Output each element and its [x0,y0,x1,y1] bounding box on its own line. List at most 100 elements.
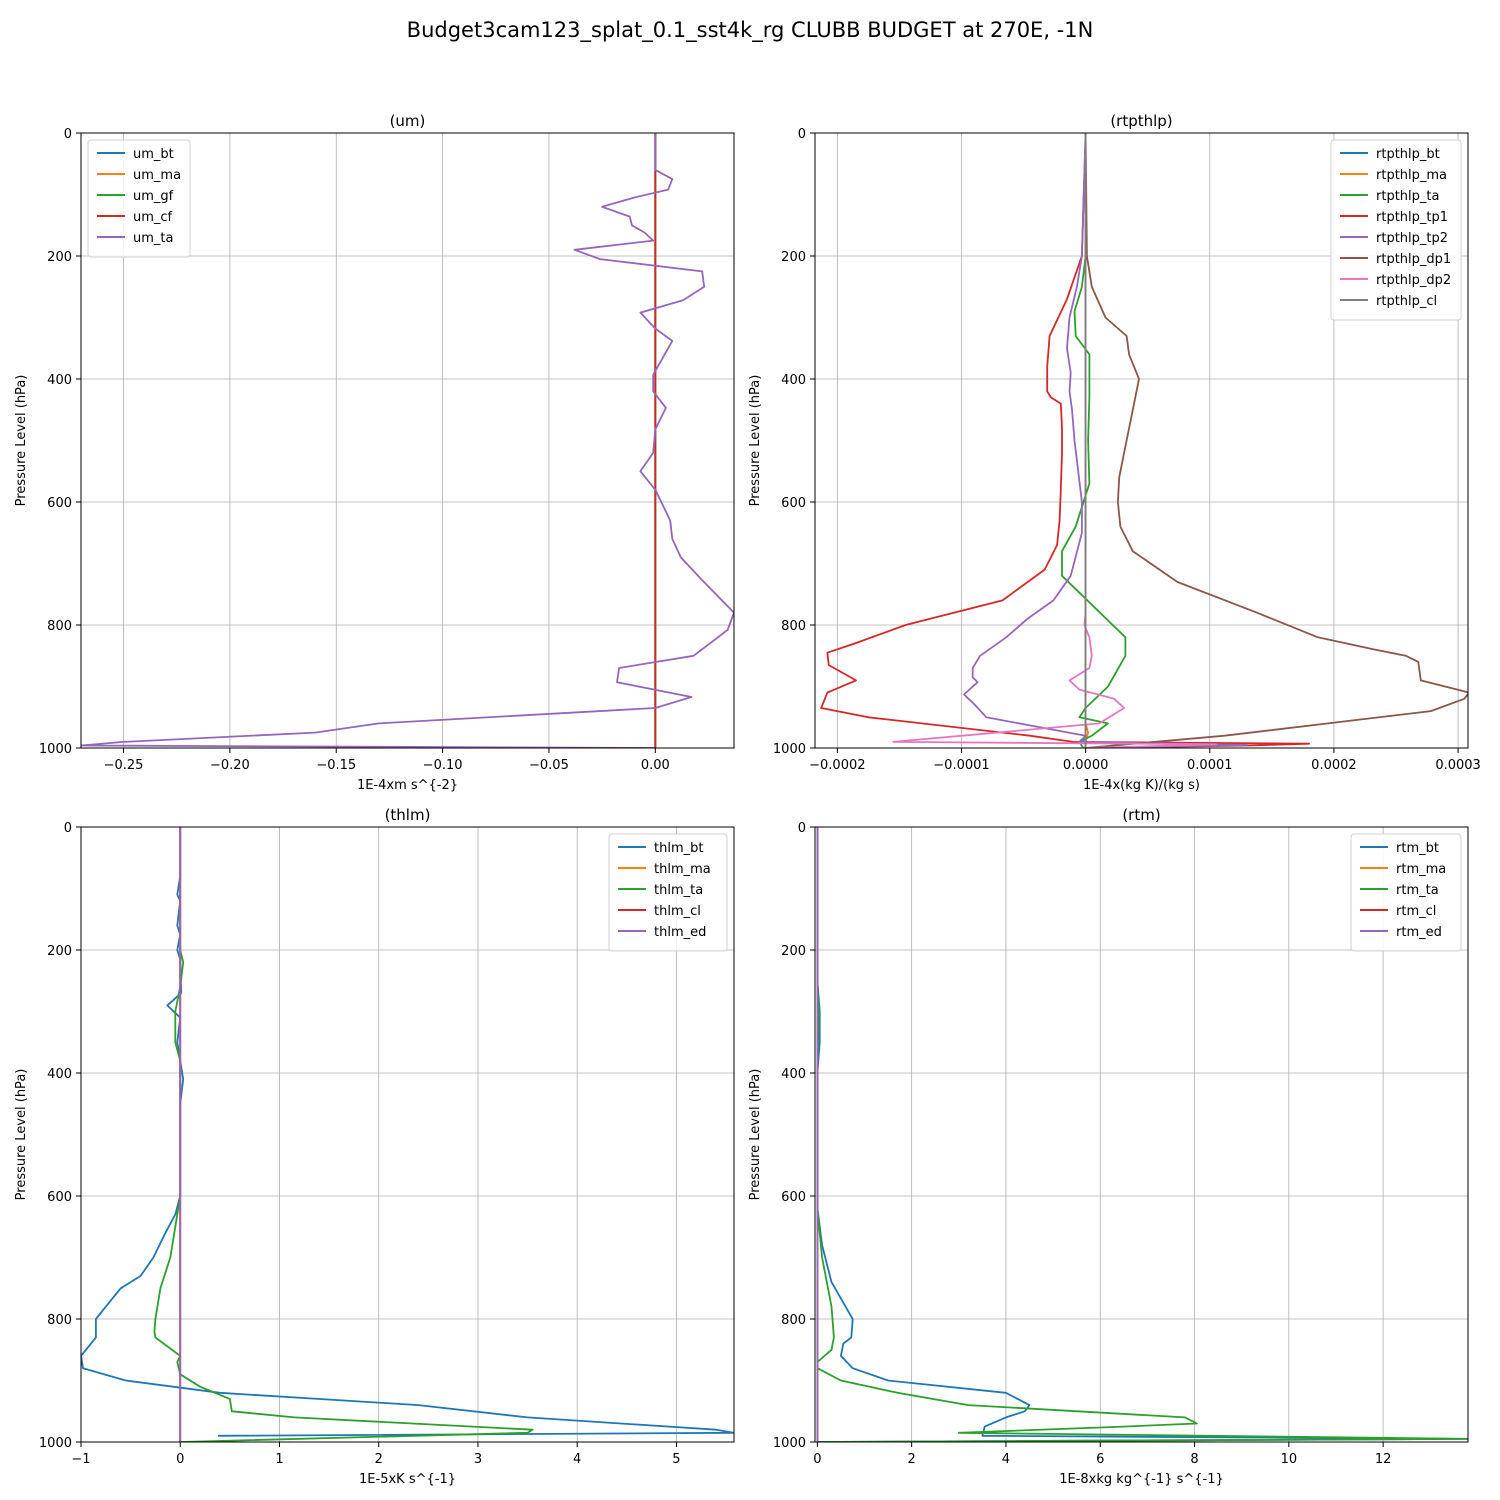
y-tick-label: 600 [781,496,806,511]
axes-frame [814,826,1469,1443]
y-tick-label: 400 [781,373,806,388]
legend-label: rtm_cl [1396,904,1436,919]
y-tick-label: 0 [798,821,806,836]
x-tick-label: 12 [1375,1452,1392,1467]
y-axis-label: Pressure Level (hPa) [748,375,763,507]
x-tick-label: −0.10 [423,758,463,773]
legend-box [1330,139,1462,321]
series-line-rtpthlp_tp1 [820,133,1310,748]
x-tick-label: 3 [474,1452,482,1467]
chart-panel: −0.25 −0.20 −0.15 −0.10 −0.05 0.00 0 200 400 600 8… [14,112,735,793]
legend-label: rtpthlp_cl [1376,294,1437,309]
axes-frame [80,826,735,1443]
x-tick-label: 2 [908,1452,916,1467]
figure-suptitle: Budget3cam123_splat_0.1_sst4k_rg CLUBB B… [407,18,1094,43]
series-line-rtpthlp_dp1 [1084,133,1468,748]
x-tick-label: 1 [275,1452,283,1467]
x-tick-label: 0.0003 [1435,758,1481,773]
legend-box [608,833,728,952]
x-tick-label: −0.0002 [809,758,865,773]
series-group [816,827,1468,1442]
x-tick-label: 0.0001 [1187,758,1233,773]
x-axis-label: 1E-8xkg kg^{-1} s^{-1} [1059,1472,1224,1487]
x-tick-label: 0.0000 [1063,758,1109,773]
legend-label: um_cf [133,210,173,225]
series-line-um_ta [81,133,734,748]
x-axis-label: 1E-4x(kg K)/(kg s) [1083,778,1200,793]
y-tick-label: 200 [781,944,806,959]
x-axis-label: 1E-5xK s^{-1} [359,1472,456,1487]
x-tick-label: 0 [813,1452,821,1467]
y-tick-label: 200 [47,250,72,265]
legend: rtpthlp_bt rtpthlp_ma rtpthlp_ta rtpthlp_tp… [1330,139,1462,321]
x-tick-label: −0.15 [316,758,356,773]
y-axis-label: Pressure Level (hPa) [14,1069,29,1201]
x-tick-label: 6 [1096,1452,1104,1467]
series-line-thlm_ta [153,827,534,1442]
x-tick-label: 0 [176,1452,184,1467]
panel-title: (rtm) [1122,806,1160,824]
legend-label: um_ta [133,231,173,246]
x-tick-label: −0.20 [210,758,250,773]
panel-title: (um) [390,112,426,130]
x-tick-label: −1 [71,1452,90,1467]
chart-panel: 0 2 4 6 8 10 12 0 200 400 600 800 1000 (rtm) 1E-8xkg k… [748,806,1469,1487]
x-tick-label: 10 [1281,1452,1298,1467]
x-tick-label: 5 [672,1452,680,1467]
legend-box [1350,833,1462,952]
series-line-rtpthlp_ta [1061,133,1127,748]
y-tick-label: 1000 [39,742,72,757]
legend-label: um_ma [133,168,181,183]
panel-title: (thlm) [385,806,431,824]
x-tick-label: 4 [573,1452,581,1467]
panels: −0.25 −0.20 −0.15 −0.10 −0.05 0.0002004006008… [14,112,1481,1487]
y-tick-label: 200 [47,944,72,959]
y-tick-label: 400 [781,1067,806,1082]
series-group [81,827,734,1442]
y-tick-label: 600 [47,496,72,511]
legend-label: rtpthlp_tp2 [1376,231,1448,246]
y-tick-label: 200 [781,250,806,265]
y-tick-label: 800 [47,619,72,634]
legend-label: rtpthlp_tp1 [1376,210,1448,225]
y-tick-label: 600 [781,1190,806,1205]
legend-label: rtm_ed [1396,925,1442,940]
y-tick-label: 0 [64,127,72,142]
x-tick-label: 0.0002 [1311,758,1357,773]
legend-box [87,139,191,258]
axes-frame [814,132,1469,749]
chart-panel: −0.0002 −0.0001 0.0000 0.0001 0.0002 0.0003 0 2… [748,112,1481,793]
legend-label: thlm_cl [654,904,701,919]
x-tick-label: 4 [1002,1452,1010,1467]
y-tick-label: 400 [47,373,72,388]
legend-label: rtm_ma [1396,862,1446,877]
legend-label: rtm_ta [1396,883,1439,898]
legend: thlm_bt thlm_ma thlm_ta thlm_cl thlm_ed [608,833,728,952]
y-tick-label: 800 [47,1313,72,1328]
y-tick-label: 1000 [39,1436,72,1451]
x-tick-label: −0.05 [529,758,569,773]
x-tick-label: −0.0001 [933,758,989,773]
legend-label: rtpthlp_ma [1376,168,1447,183]
chart-panel: −1 0 1 2 3 4 5 0 200 400 600 800 1000 (thlm) 1E-5xK s^… [14,806,735,1487]
legend-label: rtpthlp_dp2 [1376,273,1451,288]
x-tick-label: 0.00 [641,758,670,773]
y-axis-label: Pressure Level (hPa) [748,1069,763,1201]
x-tick-label: −0.25 [104,758,144,773]
legend-label: rtpthlp_ta [1376,189,1439,204]
series-line-rtpthlp_tp2 [963,133,1248,748]
legend-label: rtpthlp_bt [1376,147,1440,162]
legend-label: thlm_bt [654,841,703,856]
y-tick-label: 800 [781,619,806,634]
series-group [81,133,734,748]
series-line-thlm_bt [81,827,734,1437]
legend-label: um_gf [133,189,174,204]
legend-label: um_bt [133,147,174,162]
legend-label: thlm_ed [654,925,706,940]
legend: rtm_bt rtm_ma rtm_ta rtm_cl rtm_ed [1350,833,1462,952]
x-tick-label: 2 [375,1452,383,1467]
y-tick-label: 800 [781,1313,806,1328]
y-axis-label: Pressure Level (hPa) [14,375,29,507]
